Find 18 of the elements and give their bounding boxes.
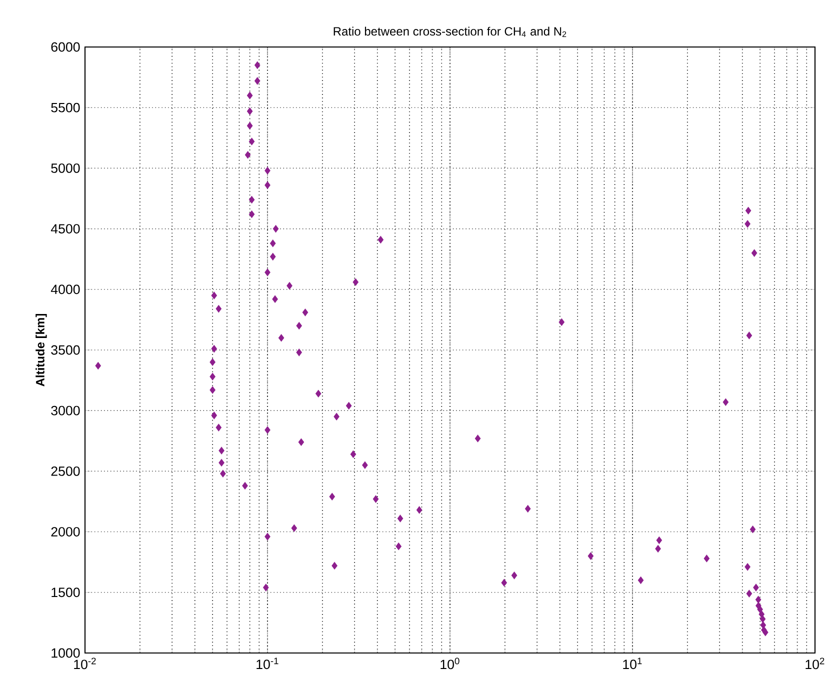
y-tick-label: 4000 — [50, 284, 80, 294]
x-tick-label: 10$^{-1}$ — [256, 658, 278, 670]
chart-title: Ratio between cross-section for CH$_{4}$ and N$_{2}$ — [334, 26, 566, 37]
y-axis-title: Altitude [km] — [36, 314, 47, 386]
x-tick-label: 10$^{0}$ — [440, 658, 460, 670]
y-tick-label: 3500 — [51, 345, 80, 355]
y-tick-label: 1500 — [52, 588, 80, 598]
y-tick-label: 4500 — [50, 224, 80, 234]
y-tick-label: 1000 — [52, 648, 80, 658]
x-tick-label: 10$^{1}$ — [623, 658, 642, 670]
x-tick-label: 10$^{-2}$ — [74, 658, 96, 670]
x-tick-label: 10$^{2}$ — [806, 658, 824, 670]
y-tick-label: 2000 — [51, 527, 80, 536]
y-tick-label: 3000 — [51, 406, 80, 416]
y-tick-label: 5500 — [51, 102, 80, 112]
y-tick-label: 5000 — [51, 163, 80, 173]
y-tick-label: 6000 — [51, 42, 80, 52]
y-tick-label: 2500 — [51, 466, 80, 476]
